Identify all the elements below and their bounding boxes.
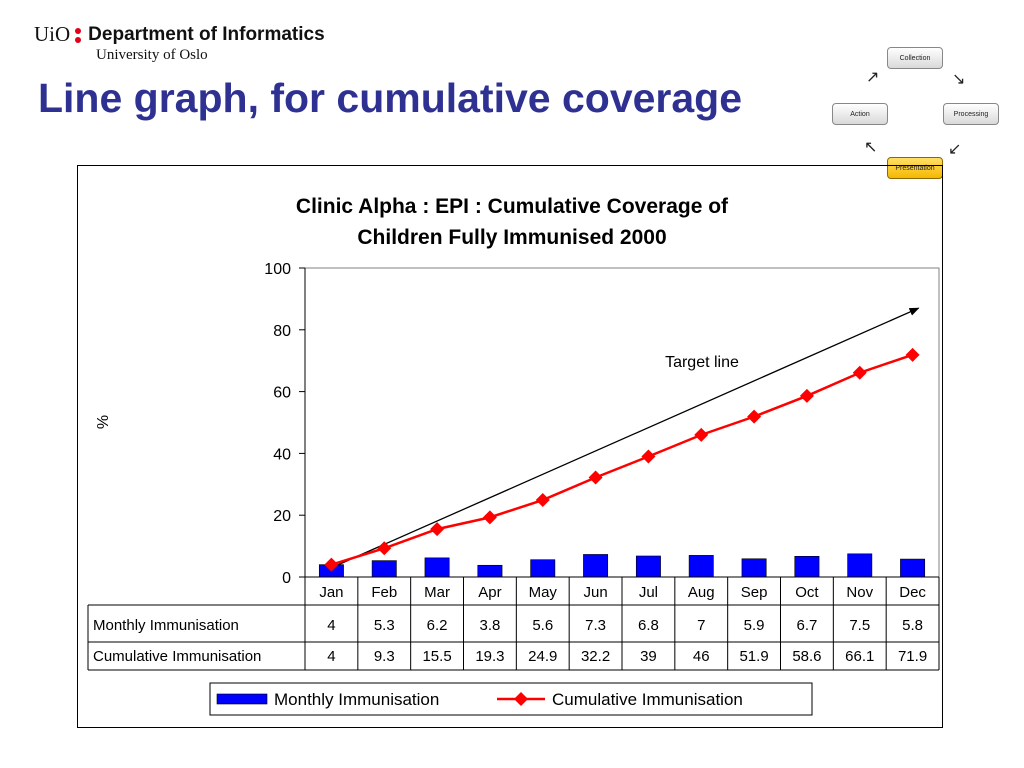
y-tick-label: 20 bbox=[273, 508, 291, 525]
x-tick-label: Aug bbox=[688, 584, 715, 601]
table-cell: 39 bbox=[640, 648, 657, 665]
y-tick-label: 100 bbox=[264, 261, 291, 278]
department-name: Department of Informatics bbox=[88, 23, 325, 45]
table-cell: 6.2 bbox=[427, 617, 448, 634]
table-cell: 5.6 bbox=[532, 617, 553, 634]
table-cell: 9.3 bbox=[374, 648, 395, 665]
table-cell: 5.8 bbox=[902, 617, 923, 634]
monthly-bar bbox=[583, 554, 609, 578]
cumulative-line bbox=[331, 353, 913, 566]
monthly-bar bbox=[424, 557, 450, 578]
y-tick-label: 80 bbox=[273, 323, 291, 340]
x-tick-label: Jul bbox=[639, 584, 658, 601]
x-tick-label: May bbox=[529, 584, 558, 601]
x-tick-label: Feb bbox=[371, 584, 397, 601]
monthly-bar bbox=[688, 555, 714, 578]
y-axis-label: % bbox=[95, 415, 112, 429]
arrow-up-left-icon: ↖ bbox=[864, 139, 878, 156]
legend-label: Cumulative Immunisation bbox=[552, 690, 743, 709]
table-cell: 51.9 bbox=[739, 648, 768, 665]
monthly-bar bbox=[741, 558, 767, 578]
cumulative-point bbox=[694, 427, 709, 442]
uio-dots-icon bbox=[74, 26, 82, 44]
table-cell: 4 bbox=[327, 617, 335, 634]
slide-title: Line graph, for cumulative coverage bbox=[38, 75, 743, 121]
x-tick-label: Jan bbox=[319, 584, 343, 601]
uio-logo: UiO bbox=[34, 22, 71, 46]
chart-title-line-2: Children Fully Immunised 2000 bbox=[357, 226, 666, 249]
cumulative-point bbox=[430, 522, 445, 537]
y-tick-label: 60 bbox=[273, 385, 291, 402]
chart-title-line-1: Clinic Alpha : EPI : Cumulative Coverage… bbox=[296, 195, 729, 218]
table-cell: 46 bbox=[693, 648, 710, 665]
x-tick-label: Oct bbox=[795, 584, 819, 601]
arrow-up-right-icon: ↗ bbox=[866, 69, 880, 86]
x-tick-label: Nov bbox=[846, 584, 873, 601]
chart-frame bbox=[77, 165, 943, 728]
table-cell: 71.9 bbox=[898, 648, 927, 665]
cumulative-point bbox=[588, 470, 603, 485]
table-row-label: Monthly Immunisation bbox=[93, 617, 239, 634]
monthly-bar bbox=[847, 553, 873, 578]
cycle-processing: Processing bbox=[943, 103, 999, 125]
cumulative-point bbox=[324, 557, 339, 572]
target-line-label: Target line bbox=[665, 354, 739, 371]
cycle-action: Action bbox=[832, 103, 888, 125]
target-line bbox=[331, 307, 920, 569]
monthly-bar bbox=[900, 558, 926, 578]
arrow-down-right-icon: ↘ bbox=[952, 71, 966, 88]
cumulative-point bbox=[535, 493, 550, 508]
monthly-bar bbox=[635, 555, 661, 578]
cumulative-point bbox=[747, 409, 762, 424]
legend-box bbox=[209, 682, 813, 716]
table-cell: 66.1 bbox=[845, 648, 874, 665]
monthly-bar bbox=[477, 564, 503, 578]
table-cell: 32.2 bbox=[581, 648, 610, 665]
table-cell: 24.9 bbox=[528, 648, 557, 665]
table-row-label: Cumulative Immunisation bbox=[93, 648, 261, 665]
cumulative-point bbox=[377, 541, 392, 556]
x-tick-label: Sep bbox=[741, 584, 768, 601]
cumulative-point bbox=[905, 347, 920, 362]
table-cell: 19.3 bbox=[475, 648, 504, 665]
legend-bar-swatch bbox=[216, 693, 268, 705]
monthly-bar bbox=[371, 560, 397, 578]
arrow-down-left-icon: ↙ bbox=[948, 141, 962, 158]
x-tick-label: Jun bbox=[583, 584, 607, 601]
cumulative-point bbox=[641, 449, 656, 464]
cumulative-point bbox=[799, 388, 814, 403]
plot-area bbox=[304, 267, 940, 578]
legend-diamond-icon bbox=[514, 692, 528, 706]
uio-header: UiO Department of Informatics bbox=[34, 22, 325, 47]
y-tick-label: 0 bbox=[282, 570, 291, 587]
table-cell: 6.7 bbox=[796, 617, 817, 634]
table-cell: 15.5 bbox=[422, 648, 451, 665]
cumulative-point bbox=[482, 510, 497, 525]
cycle-collection: Collection bbox=[887, 47, 943, 69]
table-cell: 4 bbox=[327, 648, 335, 665]
table-cell: 5.9 bbox=[744, 617, 765, 634]
table-cell: 3.8 bbox=[479, 617, 500, 634]
monthly-bar bbox=[530, 559, 556, 578]
x-tick-label: Dec bbox=[899, 584, 926, 601]
x-tick-label: Mar bbox=[424, 584, 450, 601]
table-cell: 58.6 bbox=[792, 648, 821, 665]
table-cell: 7.3 bbox=[585, 617, 606, 634]
university-name: University of Oslo bbox=[96, 47, 208, 63]
table-cell: 7 bbox=[697, 617, 705, 634]
monthly-bar bbox=[794, 555, 820, 578]
legend-label: Monthly Immunisation bbox=[274, 690, 439, 709]
x-tick-label: Apr bbox=[478, 584, 501, 601]
y-tick-label: 40 bbox=[273, 446, 291, 463]
table-cell: 5.3 bbox=[374, 617, 395, 634]
table-cell: 6.8 bbox=[638, 617, 659, 634]
table-cell: 7.5 bbox=[849, 617, 870, 634]
cumulative-point bbox=[852, 365, 867, 380]
